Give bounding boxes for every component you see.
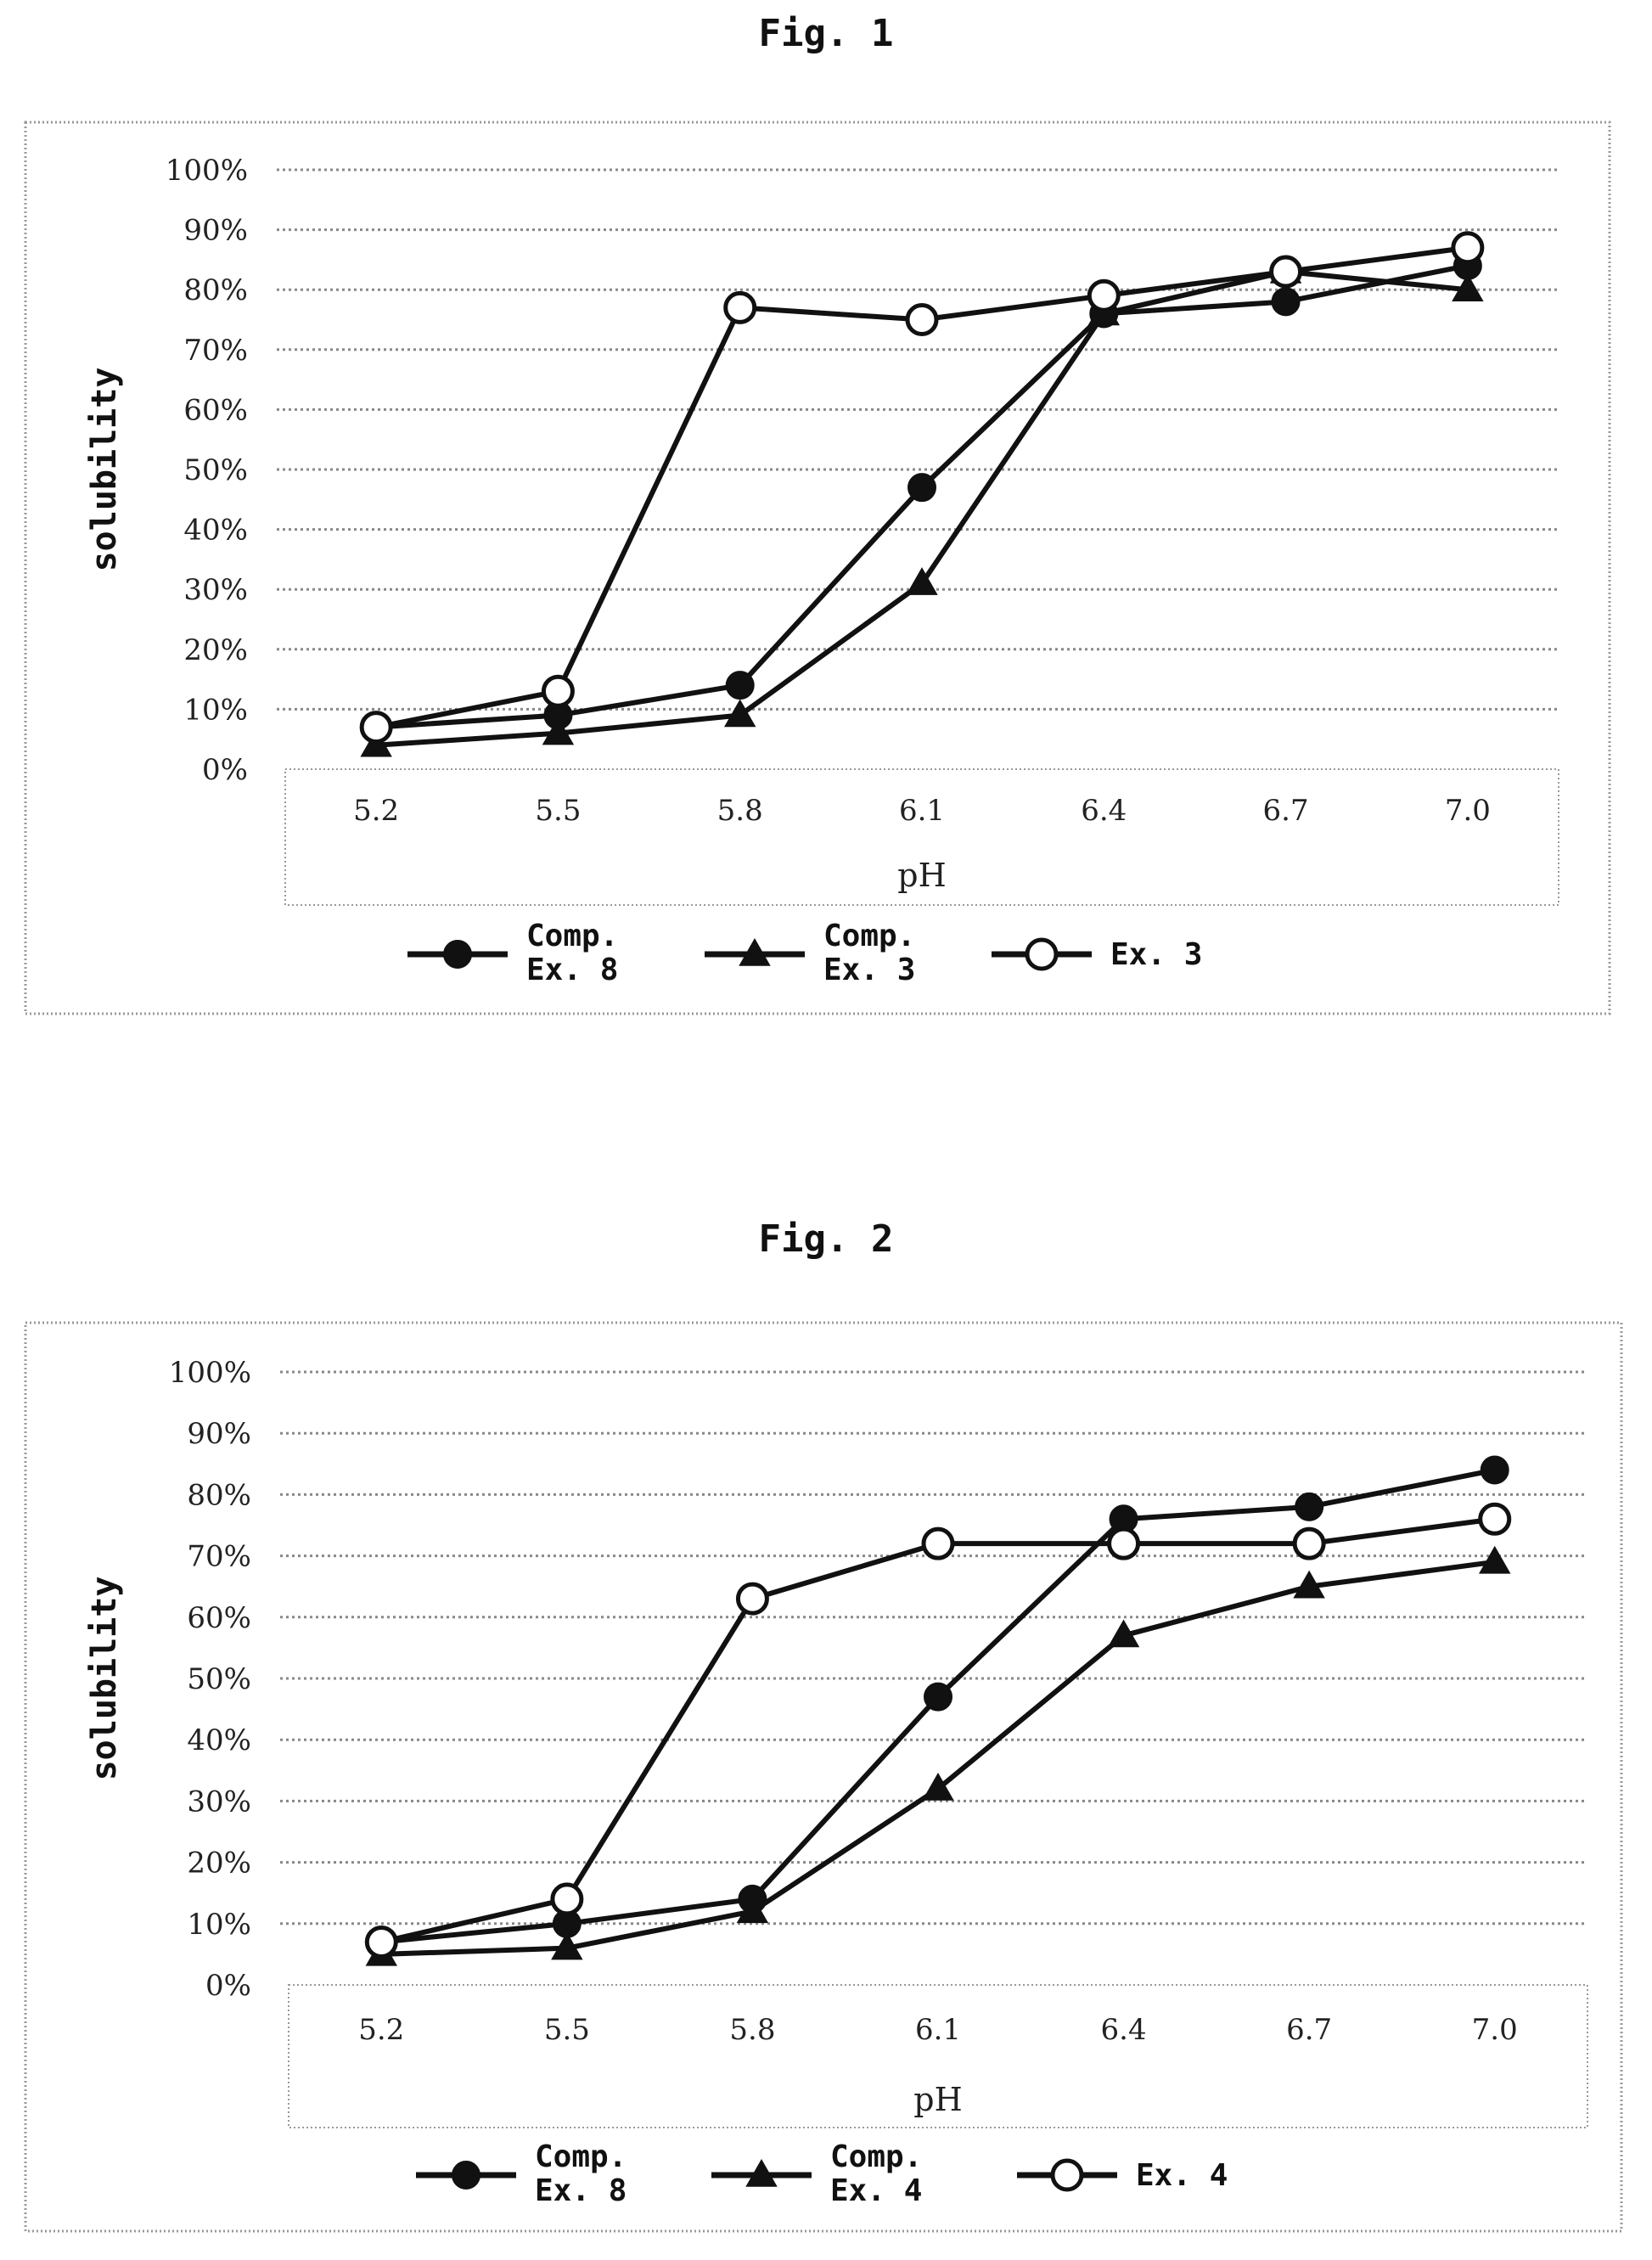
legend-label: Ex. 4 [1136,2158,1228,2193]
data-point-series-2 [1292,1526,1326,1560]
y-tick-label: 90% [187,1417,251,1451]
data-point-series-2 [550,1882,584,1916]
x-tick-label: 5.2 [358,2013,404,2047]
data-point-series-2 [541,674,575,708]
y-tick-label: 70% [183,334,248,368]
x-tick-label: 6.4 [1081,794,1127,828]
data-point-series-2 [1269,255,1303,289]
y-tick-label: 100% [166,154,248,188]
data-point-series-2 [905,303,939,336]
data-point-series-2 [1107,1526,1141,1560]
data-point-series-2 [1451,231,1485,265]
legend-label: Comp. [526,919,618,953]
chart-2: 0% 10% 20% 30% 40% 50% 60% 70% 80% 90% 100% 5.2 5.5 5… [24,1321,1623,2233]
y-tick-label: 30% [183,573,248,607]
x-tick-label: 5.2 [353,794,399,828]
data-point-series-2 [364,1925,398,1959]
data-point-series-1 [542,717,575,745]
legend-label: Ex. 4 [830,2173,922,2208]
data-point-series-1 [1107,1619,1140,1648]
y-tick-label: 60% [187,1601,251,1635]
legend-marker [1025,937,1059,971]
data-point-series-1 [1478,1545,1511,1574]
y-tick-label: 0% [202,753,248,787]
chart-1: 0% 10% 20% 30% 40% 50% 60% 70% 80% 90% 100% 5.2 5.5 5… [24,121,1611,1015]
x-axis-box [288,1984,1588,2128]
y-tick-label: 20% [183,633,248,667]
x-tick-label: 6.1 [899,794,945,828]
x-tick-label: 6.7 [1286,2013,1332,2047]
figure-1-title: Fig. 1 [758,12,894,55]
y-tick-label: 40% [183,514,248,548]
data-point-series-1 [723,699,756,728]
x-axis-title: pH [897,857,946,894]
x-tick-label: 5.5 [544,2013,590,2047]
legend-marker [452,2161,480,2190]
x-tick-label: 5.5 [535,794,581,828]
data-point-series-1 [1452,273,1484,301]
data-point-series-1 [1293,1570,1325,1599]
y-tick-label: 40% [187,1723,251,1757]
y-axis-title: solubility [85,368,124,572]
x-tick-label: 6.7 [1263,794,1309,828]
data-point-series-0 [1480,1455,1509,1485]
x-tick-label: 6.4 [1101,2013,1147,2047]
x-tick-label: 7.0 [1472,2013,1518,2047]
y-tick-label: 20% [187,1847,251,1881]
y-tick-label: 80% [183,273,248,307]
data-point-series-0 [924,1682,952,1712]
x-tick-label: 6.1 [915,2013,961,2047]
y-tick-label: 80% [187,1478,251,1512]
x-tick-label: 5.8 [717,794,763,828]
legend-label: Comp. [823,919,915,953]
x-tick-label: 7.0 [1445,794,1491,828]
series-line-1 [375,269,1469,748]
legend-marker [1050,2158,1084,2192]
data-point-series-0 [1295,1492,1324,1521]
y-tick-label: 90% [183,214,248,248]
y-tick-label: 0% [205,1969,251,2003]
data-point-series-0 [907,473,936,503]
data-point-series-2 [921,1526,955,1560]
y-tick-label: 50% [183,453,248,487]
data-point-series-0 [725,671,755,700]
x-axis-title: pH [913,2081,962,2118]
y-tick-label: 10% [183,693,248,727]
y-tick-label: 60% [183,393,248,427]
chart-frame [24,121,1611,1015]
data-point-series-1 [906,567,938,595]
y-tick-label: 70% [187,1540,251,1574]
legend-marker [745,2158,778,2187]
legend-label: Ex. 3 [1110,937,1202,972]
y-tick-label: 100% [169,1356,251,1390]
y-tick-label: 10% [187,1908,251,1942]
data-point-series-1 [736,1895,769,1924]
legend-label: Ex. 3 [823,953,915,987]
x-axis-box [284,768,1559,906]
data-point-series-2 [359,711,393,745]
data-point-series-1 [551,1931,583,1960]
legend-marker [739,937,771,966]
legend-label: Comp. [830,2139,922,2174]
figure-2-title: Fig. 2 [758,1217,894,1261]
data-point-series-2 [723,290,757,324]
legend-label: Comp. [535,2139,627,2174]
x-tick-label: 5.8 [729,2013,775,2047]
legend-label: Ex. 8 [535,2173,627,2208]
data-point-series-2 [1087,278,1121,312]
y-tick-label: 30% [187,1785,251,1819]
chart-frame [24,1321,1623,2233]
data-point-series-0 [1271,287,1301,317]
legend-label: Ex. 8 [526,953,618,987]
data-point-series-1 [922,1772,954,1801]
legend-marker [443,940,472,969]
y-tick-label: 50% [187,1662,251,1696]
y-axis-title: solubility [85,1577,124,1781]
series-line-1 [381,1559,1496,1957]
data-point-series-2 [1478,1502,1512,1536]
data-point-series-2 [735,1582,769,1616]
